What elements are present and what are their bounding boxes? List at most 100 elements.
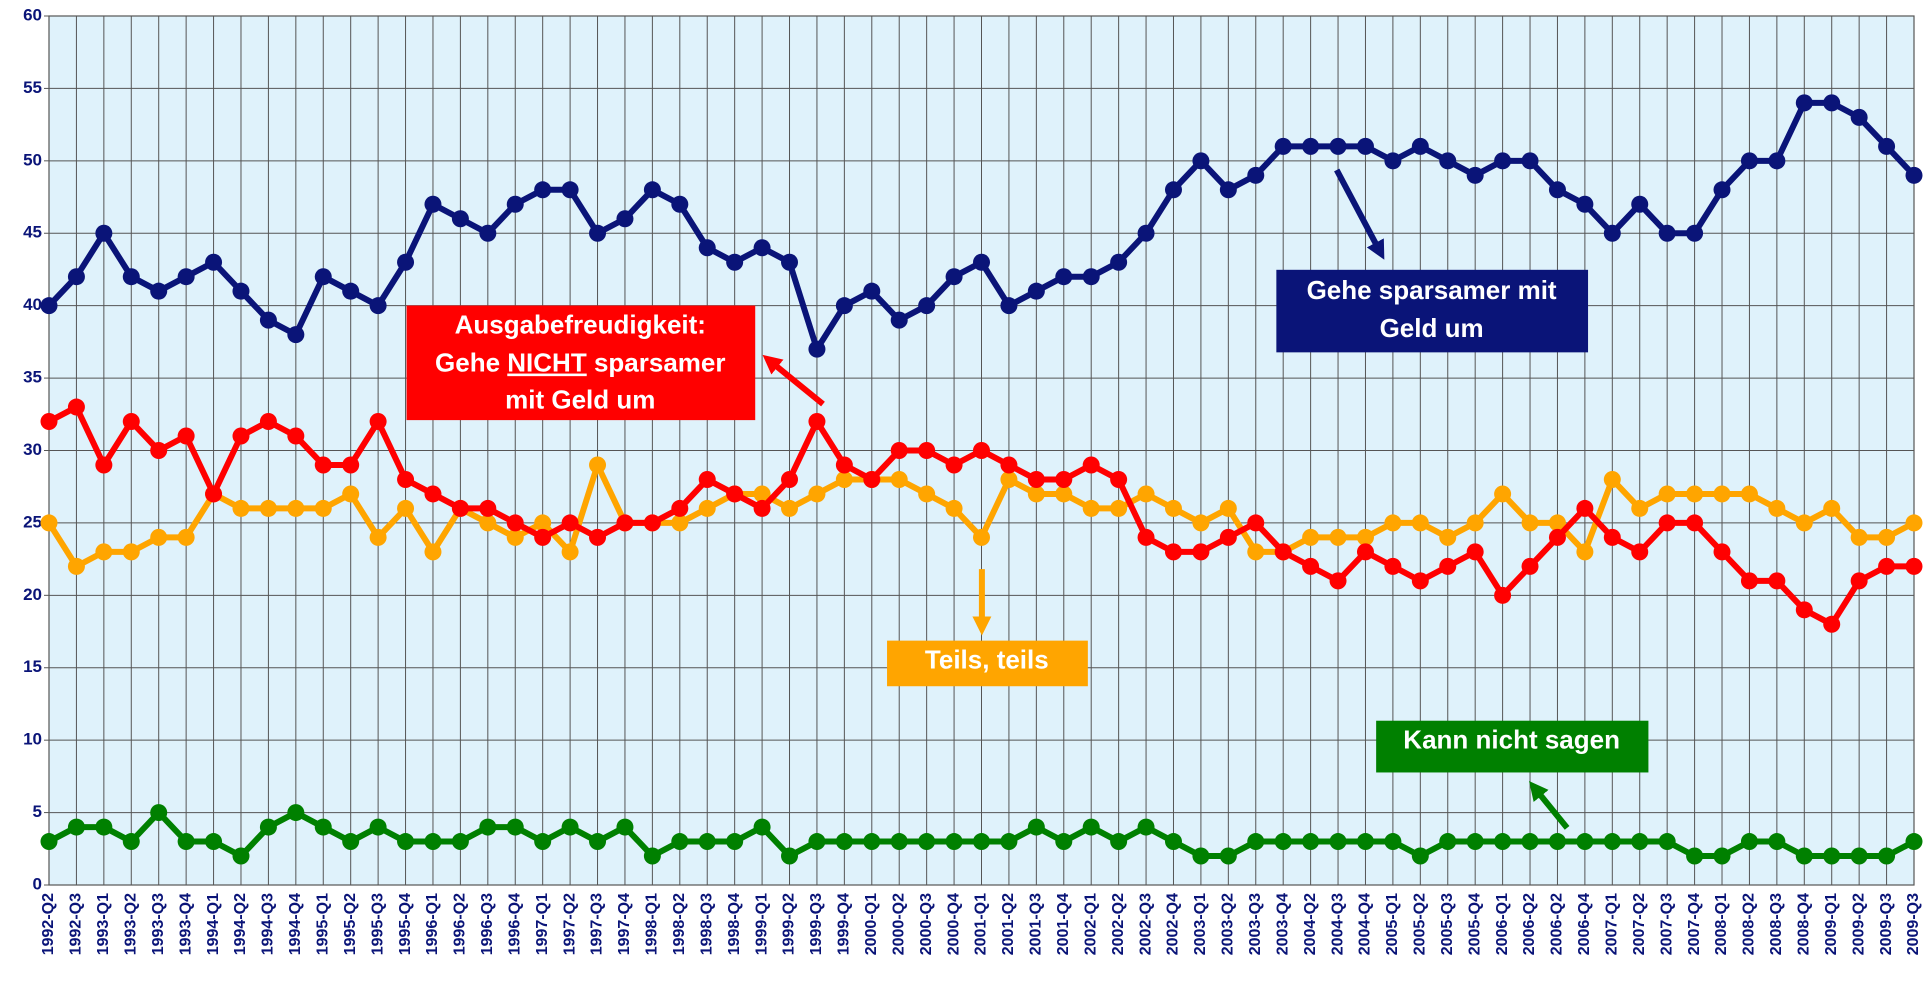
- series-marker: [616, 210, 634, 228]
- series-marker: [1329, 528, 1347, 546]
- x-tick-label: 2007-Q1: [1604, 893, 1621, 955]
- series-marker: [1823, 499, 1841, 517]
- series-marker: [1548, 528, 1566, 546]
- annotation-text: Teils, teils: [925, 644, 1049, 674]
- series-marker: [314, 456, 332, 474]
- series-marker: [451, 833, 469, 851]
- series-marker: [1110, 499, 1128, 517]
- series-marker: [1219, 499, 1237, 517]
- series-marker: [95, 543, 113, 561]
- series-marker: [1768, 152, 1786, 170]
- x-tick-label: 1993-Q2: [122, 893, 139, 955]
- series-marker: [1137, 528, 1155, 546]
- series-marker: [1219, 181, 1237, 199]
- x-tick-label: 1994-Q2: [232, 893, 249, 955]
- series-marker: [1631, 543, 1649, 561]
- series-marker: [890, 470, 908, 488]
- series-marker: [1878, 137, 1896, 155]
- series-marker: [1521, 514, 1539, 532]
- series-marker: [1795, 514, 1813, 532]
- series-marker: [1740, 485, 1758, 503]
- series-marker: [232, 282, 250, 300]
- annotation-line: mit Geld um: [505, 385, 655, 415]
- series-marker: [369, 297, 387, 315]
- annotation-arrow: [762, 354, 825, 407]
- series-marker: [1247, 514, 1265, 532]
- series-marker: [1603, 224, 1621, 242]
- x-tick-label: 1995-Q1: [314, 893, 331, 955]
- series-marker: [726, 253, 744, 271]
- series-marker: [122, 413, 140, 431]
- series-marker: [314, 268, 332, 286]
- series-marker: [973, 833, 990, 851]
- x-tick-label: 1998-Q4: [726, 893, 743, 955]
- annotation-part: Kann nicht sagen: [1403, 725, 1620, 755]
- series-marker: [1850, 847, 1868, 865]
- series-marker: [232, 847, 250, 865]
- series-marker: [671, 833, 689, 851]
- series-marker: [808, 485, 826, 503]
- y-tick-label: 0: [33, 874, 42, 893]
- series-marker: [1439, 557, 1457, 575]
- x-tick-label: 1994-Q1: [205, 893, 222, 955]
- x-tick-label: 1996-Q1: [424, 893, 441, 955]
- series-marker: [424, 485, 442, 503]
- series-marker: [1302, 137, 1320, 155]
- series-marker: [287, 499, 305, 517]
- series-marker: [1795, 94, 1813, 112]
- series-marker: [40, 413, 58, 431]
- series-marker: [863, 470, 881, 488]
- series-marker: [122, 543, 140, 561]
- annotation-part: Geld um: [1380, 313, 1484, 343]
- series-marker: [698, 833, 716, 851]
- series-marker: [1411, 137, 1429, 155]
- series-marker: [287, 427, 305, 445]
- series-marker: [863, 282, 881, 300]
- series-marker: [259, 413, 277, 431]
- series-marker: [342, 282, 360, 300]
- x-tick-label: 2001-Q4: [1055, 893, 1072, 955]
- x-tick-label: 1993-Q4: [177, 893, 194, 955]
- series-marker: [589, 528, 607, 546]
- series-marker: [1466, 514, 1484, 532]
- series-marker: [1000, 833, 1018, 851]
- series-marker: [1247, 833, 1265, 851]
- annotation-line: Gehe NICHT sparsamer: [435, 348, 725, 378]
- series-marker: [1823, 615, 1841, 633]
- series-marker: [1548, 514, 1566, 532]
- series-marker: [177, 268, 195, 286]
- annotation-part: mit Geld um: [505, 385, 655, 415]
- series-marker: [479, 224, 497, 242]
- series-marker: [808, 833, 826, 851]
- series-marker: [835, 297, 853, 315]
- series-marker: [918, 297, 936, 315]
- x-tick-label: 2000-Q3: [918, 893, 935, 955]
- series-marker: [781, 253, 799, 271]
- series-marker: [1302, 528, 1320, 546]
- x-tick-label: 2005-Q2: [1412, 893, 1429, 955]
- x-tick-label: 1995-Q4: [397, 893, 414, 955]
- series-marker: [369, 818, 387, 836]
- series-marker: [1356, 137, 1374, 155]
- series-marker: [1686, 224, 1704, 242]
- x-tick-label: 2002-Q1: [1082, 893, 1099, 955]
- series-marker: [1055, 833, 1073, 851]
- series-marker: [835, 456, 853, 474]
- x-tick-label: 2005-Q4: [1466, 893, 1483, 955]
- x-tick-label: 1999-Q3: [808, 893, 825, 955]
- series-marker: [232, 427, 250, 445]
- series-marker: [589, 224, 607, 242]
- series-marker: [1740, 152, 1758, 170]
- x-tick-label: 2004-Q3: [1329, 893, 1346, 955]
- series-marker: [506, 195, 524, 213]
- annotation-line: Kann nicht sagen: [1403, 725, 1620, 755]
- x-tick-label: 1998-Q1: [644, 893, 661, 955]
- series-marker: [616, 514, 634, 532]
- series-marker: [726, 833, 744, 851]
- series-marker: [1439, 833, 1457, 851]
- x-tick-label: 2009-Q3: [1878, 893, 1895, 955]
- annotation-box: [406, 305, 756, 421]
- x-tick-label: 1999-Q2: [781, 893, 798, 955]
- series-marker: [1466, 166, 1484, 184]
- x-tick-label: 1994-Q4: [287, 893, 304, 955]
